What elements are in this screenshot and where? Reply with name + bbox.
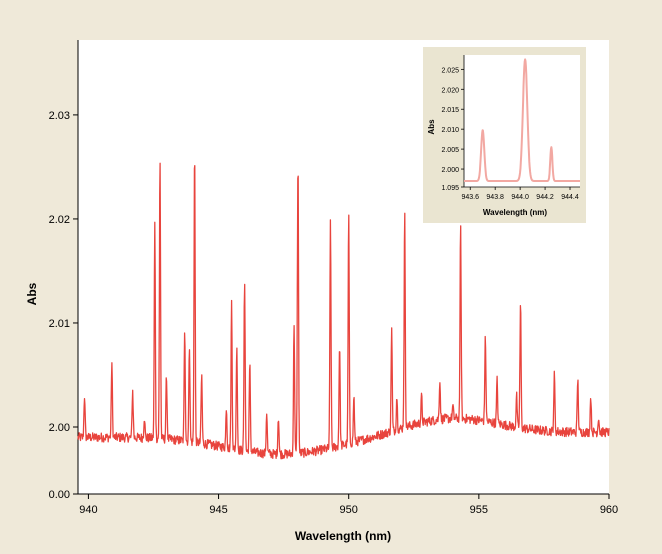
main-x-tick-label: 950: [340, 504, 358, 516]
main-x-tick-label: 945: [209, 504, 227, 516]
inset-y-tick-label: 2.005: [441, 147, 459, 154]
main-y-tick-label: 2.01: [49, 318, 70, 330]
inset-chart: 943.6 943.8 944.0 944.2 944.4 1.095 2.000 2.005…: [423, 47, 586, 223]
main-x-tick-label: 960: [600, 504, 618, 516]
inset-series-line: [463, 58, 581, 182]
main-y-tick-label: 2.02: [49, 214, 70, 226]
main-x-tick-label: 955: [470, 504, 488, 516]
inset-x-tick-label: 944.4: [561, 194, 579, 201]
inset-y-tick-label: 2.025: [441, 67, 459, 74]
main-y-tick-label: 2.00: [49, 422, 70, 434]
main-y-axis-label: Abs: [25, 282, 39, 305]
inset-y-tick-label: 2.015: [441, 107, 459, 114]
inset-y-tick-label: 2.010: [441, 127, 459, 134]
main-series-line: [77, 162, 610, 460]
inset-x-tick-label: 943.6: [461, 194, 479, 201]
main-y-tick-label: 2.03: [49, 110, 70, 122]
inset-x-axis-label: Wavelength (nm): [483, 208, 547, 217]
main-ticks: 940 945 950 955 960 0.00 2.00 2.01 2.02 2.03: [49, 110, 619, 516]
inset-y-tick-label: 2.000: [441, 167, 459, 174]
inset-y-tick-label: 1.095: [441, 185, 459, 192]
inset-y-axis-label: Abs: [427, 119, 436, 135]
inset-y-tick-label: 2.020: [441, 87, 459, 94]
inset-x-tick-label: 943.8: [486, 194, 504, 201]
main-y-tick-label: 0.00: [49, 489, 70, 501]
inset-x-tick-label: 944.0: [511, 194, 529, 201]
main-x-axis-label: Wavelength (nm): [295, 529, 391, 543]
inset-ticks: 943.6 943.8 944.0 944.2 944.4 1.095 2.000 2.005…: [441, 67, 578, 201]
inset-x-tick-label: 944.2: [536, 194, 554, 201]
main-x-tick-label: 940: [79, 504, 97, 516]
